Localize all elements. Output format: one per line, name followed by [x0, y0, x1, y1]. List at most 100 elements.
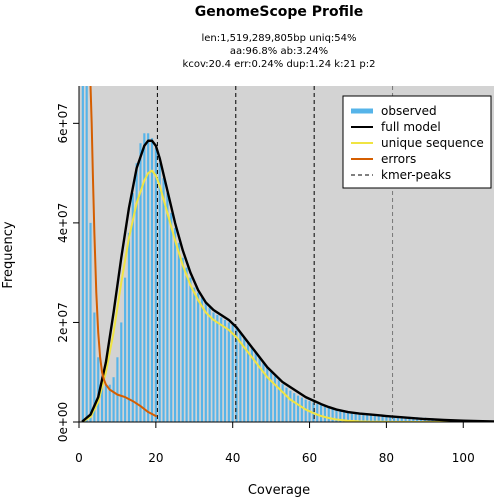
legend-item: unique sequence: [351, 136, 484, 150]
y-tick-label: 0e+00: [56, 402, 70, 442]
observed-bar: [85, 86, 88, 422]
observed-bar: [354, 412, 357, 422]
observed-bar: [316, 404, 319, 422]
observed-bar: [389, 415, 392, 422]
observed-bar: [127, 232, 131, 422]
observed-bar: [385, 415, 388, 422]
observed-bar: [254, 352, 257, 422]
legend-item: kmer-peaks: [351, 168, 451, 182]
observed-bar: [162, 178, 165, 422]
observed-bar: [366, 413, 369, 422]
observed-bar: [235, 327, 238, 422]
legend-label: kmer-peaks: [381, 168, 451, 182]
observed-bar: [193, 287, 196, 422]
y-axis-label: Frequency: [1, 221, 16, 288]
observed-bar: [212, 312, 215, 422]
observed-bar: [170, 212, 173, 422]
legend: observed full model unique sequence errors k…: [342, 95, 492, 189]
observed-bar: [262, 362, 265, 422]
observed-bar: [89, 222, 92, 422]
observed-bar: [185, 267, 188, 422]
observed-bar: [416, 417, 419, 422]
observed-bar: [93, 312, 96, 422]
observed-bar: [227, 322, 230, 422]
observed-bar: [404, 416, 407, 422]
observed-bar: [304, 399, 307, 422]
y-tick-label: 2e+07: [56, 302, 70, 342]
legend-label: errors: [381, 152, 416, 166]
observed-bar: [112, 377, 115, 422]
observed-bar: [189, 277, 192, 422]
observed-bar: [369, 414, 373, 422]
observed-bar: [116, 357, 119, 422]
observed-bar: [339, 409, 342, 422]
observed-bar: [200, 297, 204, 422]
x-tick-label: 60: [302, 451, 317, 465]
x-tick-label: 40: [225, 451, 240, 465]
observed-bar: [147, 133, 150, 422]
observed-bar: [154, 148, 157, 422]
observed-bar: [135, 163, 138, 422]
observed-bar: [393, 415, 396, 422]
observed-bar: [358, 412, 361, 422]
observed-bar: [81, 86, 84, 422]
observed-bar: [231, 324, 234, 422]
observed-bar: [223, 319, 227, 422]
legend-item: errors: [351, 152, 416, 166]
observed-bar: [258, 357, 261, 422]
observed-bar: [247, 342, 250, 422]
observed-bar: [150, 138, 154, 422]
observed-bar: [120, 322, 123, 422]
observed-bar: [408, 416, 411, 422]
chart-subtitle-line-1: len:1,519,289,805bp uniq:54%: [201, 33, 356, 44]
observed-bar: [108, 384, 111, 422]
observed-bar: [281, 384, 284, 422]
errors-line: [89, 86, 157, 418]
observed-bar: [204, 302, 207, 422]
observed-bar: [158, 163, 161, 422]
observed-bar: [143, 133, 146, 422]
observed-bar: [139, 143, 142, 422]
observed-bar: [177, 242, 180, 422]
observed-bar: [166, 193, 169, 422]
observed-bar: [270, 372, 273, 422]
observed-bar: [239, 332, 242, 422]
observed-bar: [343, 410, 346, 422]
observed-bar: [97, 357, 100, 422]
observed-bar: [412, 417, 415, 422]
observed-bar: [250, 347, 253, 422]
observed-bar: [320, 405, 323, 422]
observed-bar: [335, 409, 338, 422]
y-tick-label: 4e+07: [56, 203, 70, 243]
observed-bar: [396, 416, 400, 422]
x-tick-label: 20: [148, 451, 163, 465]
observed-bar: [346, 411, 350, 422]
observed-bar: [273, 376, 277, 422]
legend-item: full model: [351, 120, 441, 134]
observed-bar: [400, 416, 403, 422]
legend-label: observed: [381, 104, 437, 118]
x-tick-label: 80: [379, 451, 394, 465]
observed-bar: [277, 380, 280, 422]
observed-bar: [285, 387, 288, 422]
observed-bar: [296, 395, 300, 422]
observed-bar: [216, 314, 219, 422]
observed-bar: [362, 413, 365, 422]
chart-subtitle-line-3: kcov:20.4 err:0.24% dup:1.24 k:21 p:2: [183, 59, 376, 70]
observed-bar: [323, 406, 326, 422]
observed-bar: [100, 377, 104, 422]
observed-bar: [300, 397, 303, 422]
observed-bar: [173, 227, 177, 422]
x-tick-label: 0: [75, 451, 83, 465]
x-axis-label: Coverage: [248, 483, 310, 498]
observed-bar: [124, 277, 127, 422]
observed-bar: [373, 414, 376, 422]
y-tick-label: 6e+07: [56, 103, 70, 143]
observed-bar: [181, 257, 184, 422]
legend-label: unique sequence: [381, 136, 484, 150]
observed-bar: [266, 367, 269, 422]
unique-sequence-line: [81, 169, 494, 422]
observed-bar: [327, 407, 330, 422]
observed-bar: [377, 414, 380, 422]
